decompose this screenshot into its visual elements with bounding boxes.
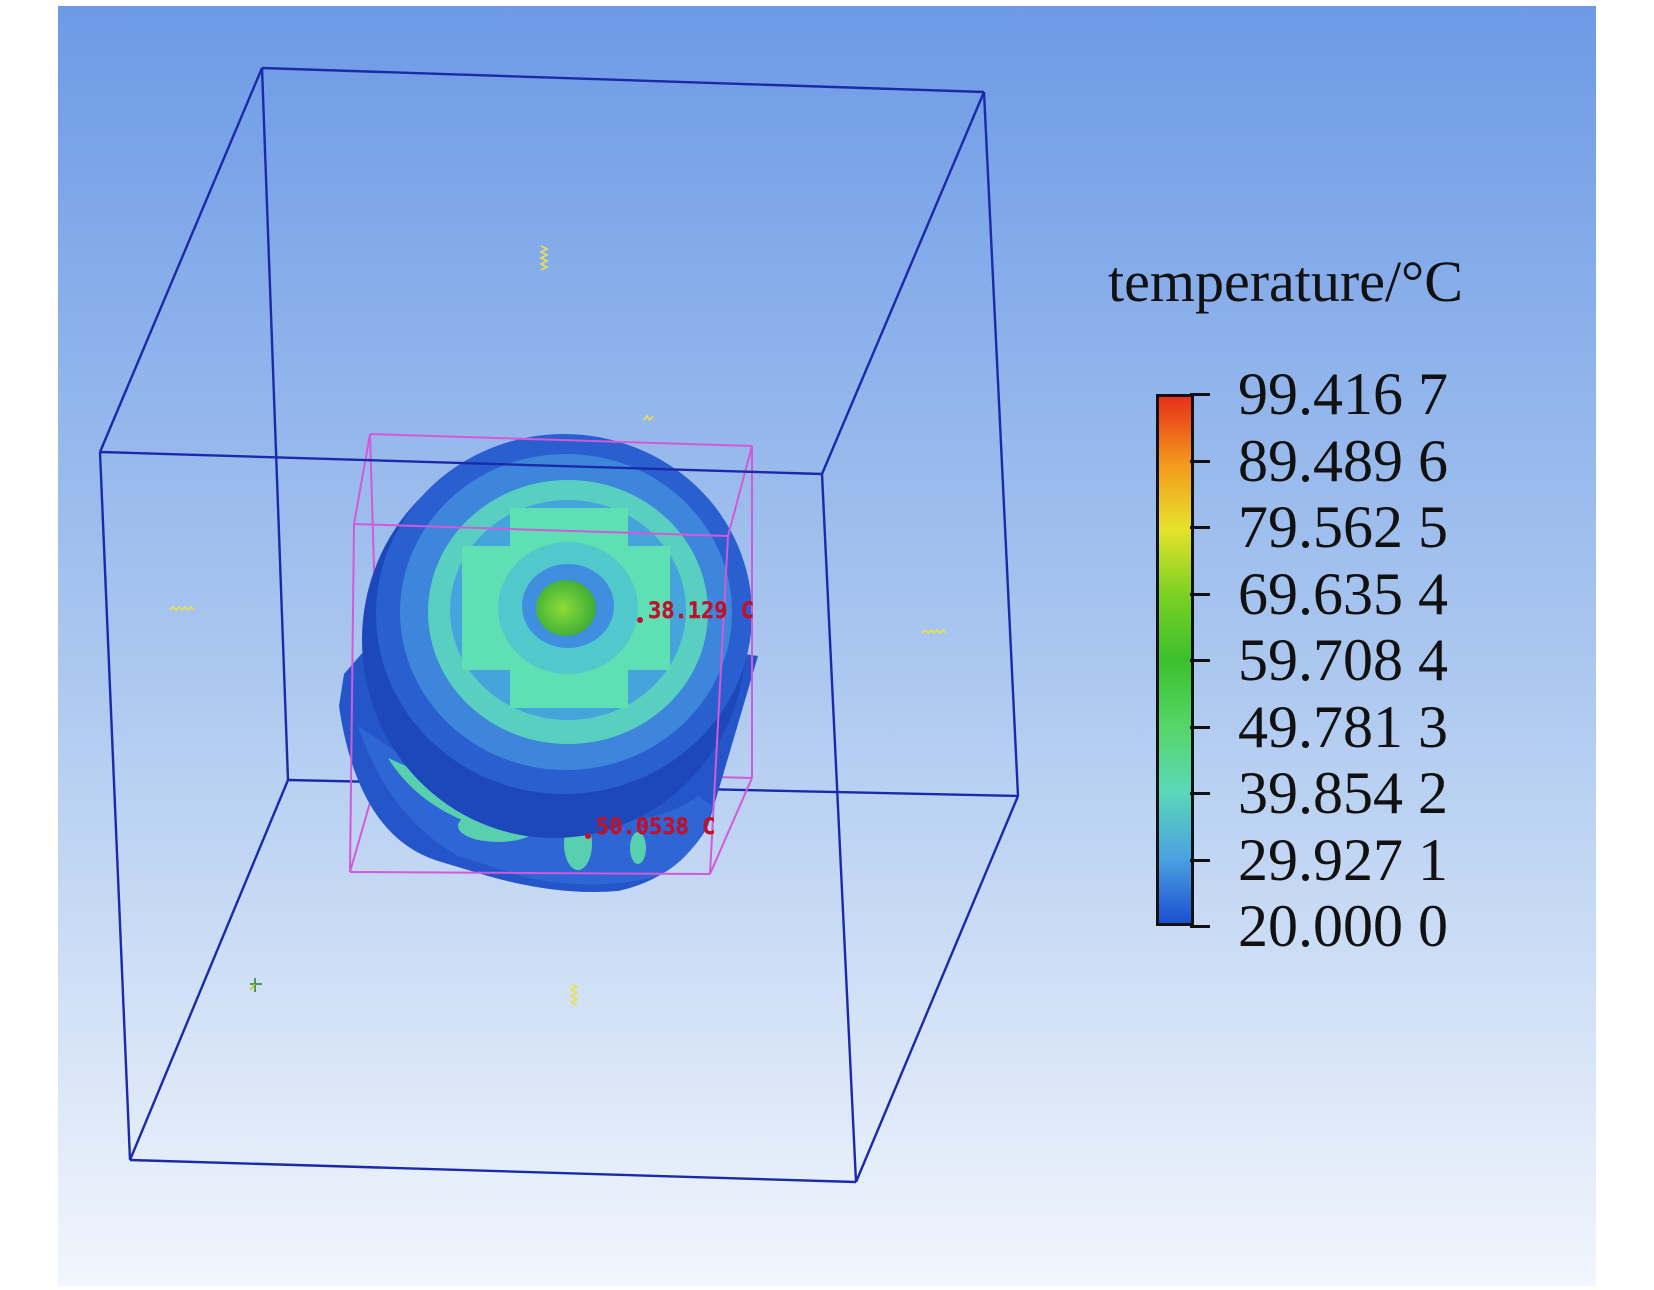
boundary-marker-icon [169,605,195,612]
part-box-front [349,433,753,875]
legend-tick [1190,526,1210,529]
legend-value: 59.708 4 [1238,627,1448,693]
legend-value: 39.854 2 [1238,760,1448,826]
legend-value: 99.416 7 [1238,361,1448,427]
domain-box-front [98,66,1020,1184]
axis-triad-icon [249,978,262,992]
legend-tick [1190,792,1210,795]
legend-tick [1190,460,1210,463]
legend-tick [1190,393,1210,396]
probe-point [585,833,591,839]
legend-tick [1190,726,1210,729]
cylinder-warm-spot [630,832,646,864]
probe-label: 38.129 C [648,599,754,624]
legend-tick [1190,925,1210,928]
cylinder-side-shade [358,726,713,885]
legend-value: 49.781 3 [1238,694,1448,760]
boundary-marker-icon [921,628,947,635]
legend-value: 69.635 4 [1238,561,1448,627]
probe-marker-2[interactable]: 50.0538 C [585,815,715,840]
probe-marker-1[interactable]: 38.129 C [637,599,754,624]
legend-tick [1190,593,1210,596]
legend-value: 29.927 1 [1238,827,1448,893]
color-scale-bar [1156,394,1194,926]
legend-tick [1190,659,1210,662]
boundary-marker-icon [539,245,549,271]
probe-label: 50.0538 C [596,815,715,840]
legend-title: temperature/°C [1108,249,1463,314]
simulation-viewport[interactable]: 38.129 C 50.0538 C [58,6,1596,1286]
boundary-marker-icon [643,414,654,422]
center-hole [536,580,596,636]
boundary-marker-icon [569,983,579,1006]
thermal-scene: 38.129 C 50.0538 C [58,6,1596,1286]
legend-value: 20.000 0 [1238,893,1448,959]
background [58,6,1596,1286]
legend-value: 79.562 5 [1238,494,1448,560]
probe-point [637,617,643,623]
legend-value: 89.489 6 [1238,428,1448,494]
cylinder-model[interactable] [339,434,758,892]
legend-tick [1190,859,1210,862]
boundary-markers [169,245,947,1006]
